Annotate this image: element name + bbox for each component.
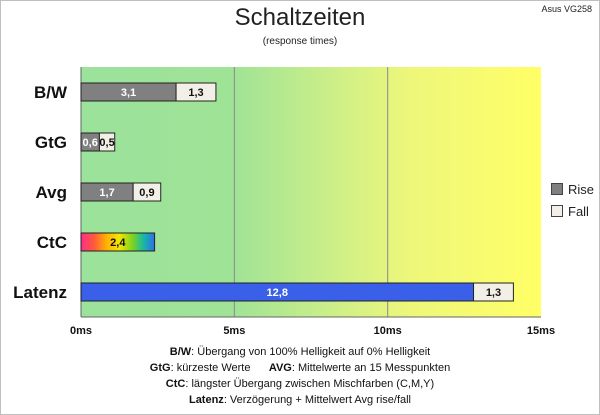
value-label-rise-b-w: 3,1: [121, 87, 136, 99]
device-label: Asus VG258: [541, 4, 592, 14]
bar-fall-b-w: [175, 82, 217, 102]
bar-rise-ctc: [80, 232, 156, 252]
bar-fall-avg: [132, 182, 162, 202]
category-label-latenz: Latenz: [13, 283, 67, 302]
x-tick-label: 0ms: [70, 325, 92, 337]
legend-item-fall: Fall: [551, 200, 594, 222]
value-label-rise-avg: 1,7: [99, 187, 114, 199]
value-label-rise-latenz: 12,8: [267, 287, 288, 299]
value-label-rise-ctc: 2,4: [110, 237, 126, 249]
bar-fall-gtg: [98, 132, 116, 152]
x-tick-label: 10ms: [374, 325, 402, 337]
value-label-rise-gtg: 0,6: [83, 137, 98, 149]
legend: Rise Fall: [551, 178, 594, 222]
category-label-avg: Avg: [36, 183, 68, 202]
value-label-fall-gtg: 0,5: [99, 137, 114, 149]
footnote-latenz: Latenz: Verzögerung + Mittelwert Avg ris…: [188, 394, 412, 406]
legend-swatch-fall: [551, 205, 563, 217]
bar-fall-latenz: [473, 282, 514, 302]
footnote-gtg-avg: GtG: kürzeste Werte AVG: Mittelwerte an …: [149, 362, 451, 374]
footnote-ctc: CtC: längster Übergang zwischen Mischfar…: [165, 378, 435, 390]
chart-subtitle: (response times): [262, 36, 338, 47]
footnote-bw: B/W: Übergang von 100% Helligkeit auf 0%…: [169, 346, 431, 358]
category-label-b-w: B/W: [34, 83, 68, 102]
x-tick-label: 5ms: [223, 325, 245, 337]
value-label-fall-b-w: 1,3: [188, 87, 203, 99]
value-label-fall-avg: 0,9: [139, 187, 154, 199]
category-label-gtg: GtG: [35, 133, 67, 152]
chart-title: Schaltzeiten: [234, 4, 366, 31]
legend-label-rise: Rise: [568, 181, 595, 197]
legend-item-rise: Rise: [551, 178, 594, 200]
footnotes: B/W: Übergang von 100% Helligkeit auf 0%…: [0, 344, 600, 408]
value-label-fall-latenz: 1,3: [486, 287, 501, 299]
legend-label-fall: Fall: [568, 203, 589, 219]
category-label-ctc: CtC: [37, 233, 67, 252]
x-tick-label: 15ms: [527, 325, 555, 337]
legend-swatch-rise: [551, 183, 563, 195]
